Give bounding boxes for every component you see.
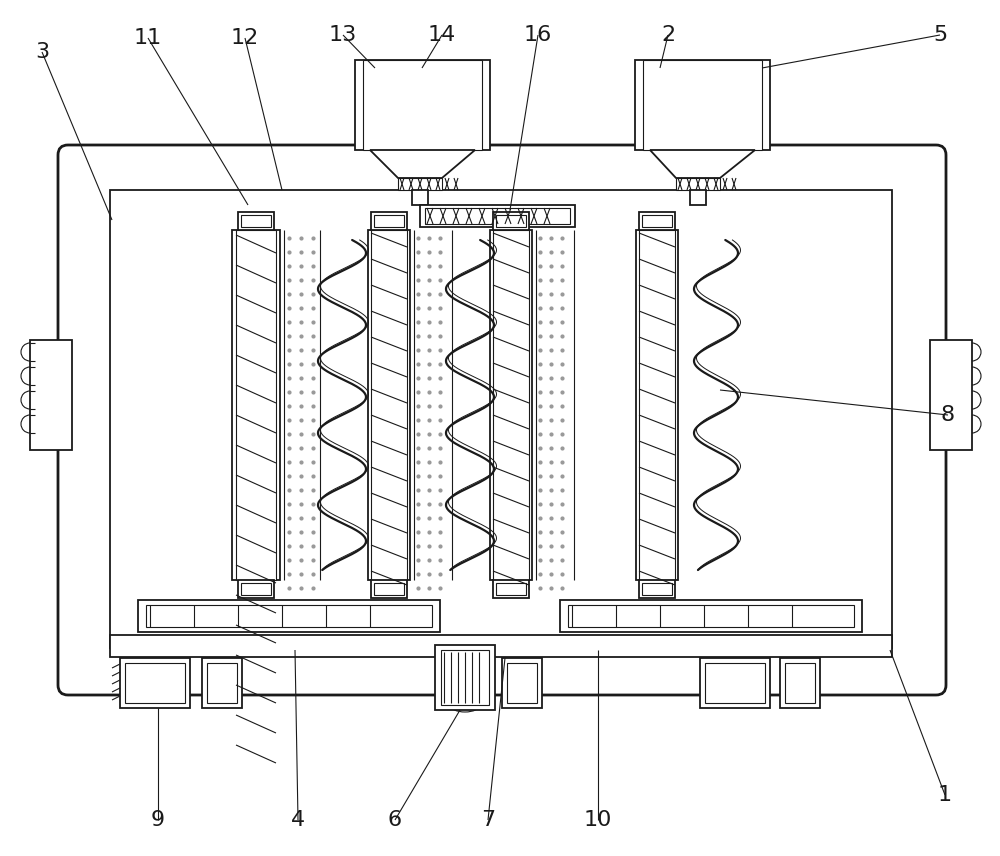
Bar bbox=[639, 230, 675, 580]
Bar bbox=[398, 178, 442, 190]
Bar bbox=[146, 605, 432, 627]
Bar bbox=[490, 230, 532, 580]
Bar bbox=[120, 658, 190, 708]
Text: 6: 6 bbox=[388, 810, 402, 830]
Bar bbox=[493, 230, 529, 580]
Bar bbox=[30, 340, 72, 450]
Text: 13: 13 bbox=[329, 25, 357, 45]
Bar bbox=[355, 60, 490, 150]
Bar bbox=[371, 580, 407, 598]
Bar bbox=[643, 60, 762, 150]
Bar bbox=[568, 605, 854, 627]
Bar bbox=[441, 650, 489, 705]
FancyBboxPatch shape bbox=[58, 145, 946, 695]
Bar bbox=[425, 208, 570, 224]
Bar bbox=[930, 340, 972, 450]
Text: 8: 8 bbox=[941, 405, 955, 425]
Bar bbox=[435, 645, 495, 710]
Bar bbox=[700, 658, 770, 708]
Bar bbox=[560, 600, 862, 632]
Bar bbox=[507, 663, 537, 703]
Bar bbox=[138, 600, 440, 632]
Bar bbox=[238, 580, 274, 598]
Bar bbox=[368, 230, 410, 580]
Text: 5: 5 bbox=[933, 25, 947, 45]
Bar bbox=[642, 215, 672, 227]
Bar bbox=[496, 583, 526, 595]
Bar bbox=[241, 583, 271, 595]
Bar bbox=[780, 658, 820, 708]
Text: 11: 11 bbox=[134, 28, 162, 48]
Text: 12: 12 bbox=[231, 28, 259, 48]
Bar bbox=[420, 205, 575, 227]
Bar bbox=[232, 230, 280, 580]
Text: 7: 7 bbox=[481, 810, 495, 830]
Bar bbox=[374, 215, 404, 227]
Bar bbox=[202, 658, 242, 708]
Bar bbox=[125, 663, 185, 703]
Text: 1: 1 bbox=[938, 785, 952, 805]
Bar bbox=[371, 230, 407, 580]
Bar bbox=[238, 212, 274, 230]
Bar bbox=[639, 580, 675, 598]
Polygon shape bbox=[370, 150, 475, 178]
Bar bbox=[705, 663, 765, 703]
Bar bbox=[371, 212, 407, 230]
Bar bbox=[110, 190, 892, 648]
Bar bbox=[241, 215, 271, 227]
Bar bbox=[676, 178, 720, 190]
Bar bbox=[785, 663, 815, 703]
Text: 3: 3 bbox=[35, 42, 49, 62]
Bar bbox=[493, 580, 529, 598]
Bar bbox=[639, 212, 675, 230]
Text: 14: 14 bbox=[428, 25, 456, 45]
Bar bbox=[636, 230, 678, 580]
Text: 10: 10 bbox=[584, 810, 612, 830]
Bar bbox=[493, 212, 529, 230]
Polygon shape bbox=[650, 150, 755, 178]
Bar bbox=[690, 190, 706, 205]
Bar bbox=[502, 658, 542, 708]
Bar bbox=[374, 583, 404, 595]
Bar bbox=[363, 60, 482, 150]
Text: 2: 2 bbox=[661, 25, 675, 45]
Text: 9: 9 bbox=[151, 810, 165, 830]
Bar bbox=[642, 583, 672, 595]
Bar bbox=[207, 663, 237, 703]
Text: 4: 4 bbox=[291, 810, 305, 830]
Bar bbox=[496, 215, 526, 227]
Bar bbox=[412, 190, 428, 205]
Text: 16: 16 bbox=[524, 25, 552, 45]
Bar bbox=[236, 230, 276, 580]
Bar bbox=[110, 635, 892, 657]
Bar bbox=[635, 60, 770, 150]
